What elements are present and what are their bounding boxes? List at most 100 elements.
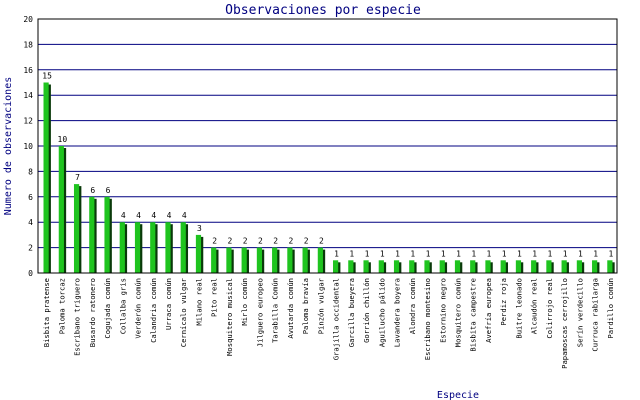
gridlines	[38, 43, 617, 249]
bar	[317, 247, 323, 273]
y-tick-labels: 0 2 4 6 8 10 12 14 16 18 20	[23, 15, 33, 278]
bar	[363, 260, 369, 273]
bar	[515, 260, 522, 273]
x-tick-labels: Bisbita pratense Paloma torcaz Escribano t…	[42, 277, 615, 369]
x-tick-label: Collalba gris	[118, 278, 127, 334]
y-tick-label: 16	[23, 66, 33, 75]
x-tick-label: Papamoscas cerrojillo	[560, 278, 569, 369]
value-label: 1	[441, 249, 446, 258]
x-tick-label: Calandria común	[149, 278, 158, 343]
x-tick-label: Mosquitero común	[453, 278, 462, 347]
value-label: 2	[228, 237, 233, 246]
value-label: 1	[426, 249, 431, 258]
bar	[409, 260, 415, 273]
value-label: 2	[319, 237, 324, 246]
bar	[73, 184, 80, 273]
x-tick-label: Bisbita campestre	[469, 278, 478, 352]
bar	[287, 247, 293, 273]
value-label: 1	[502, 249, 507, 258]
y-tick-label: 10	[23, 142, 33, 151]
x-tick-label: Cogujada común	[103, 278, 112, 339]
y-tick-label: 6	[28, 193, 33, 202]
value-labels: 15 10 7 6 6 4 4 4 4 4 3 2 2 2 2 2 2 2 2 1 1 1 1 1 1 1 1 1 1 1 1 1 1 1 1 1 1 1	[42, 72, 613, 259]
value-label: 4	[136, 211, 141, 220]
y-tick-label: 14	[23, 91, 33, 100]
value-label: 10	[58, 135, 68, 144]
bar	[180, 222, 186, 273]
value-label: 1	[608, 249, 613, 258]
value-label: 1	[365, 249, 370, 258]
bar	[302, 247, 308, 273]
bar	[333, 260, 339, 273]
bar	[104, 196, 110, 273]
x-tick-label: Buitre leonado	[514, 278, 523, 339]
x-tick-label: Urraca común	[164, 278, 173, 330]
bar	[150, 222, 156, 273]
value-label: 2	[243, 237, 248, 246]
y-tick-label: 18	[23, 40, 33, 49]
x-tick-label: Alondra común	[408, 278, 417, 334]
x-tick-label: Pinzón vulgar	[316, 277, 325, 334]
y-tick-label: 8	[28, 167, 33, 176]
x-tick-label: Pardillo común	[606, 278, 615, 339]
bars	[43, 82, 615, 273]
bar	[531, 260, 537, 273]
x-tick-label: Estornino negro	[438, 278, 447, 343]
bar	[195, 234, 202, 273]
bar	[241, 247, 247, 273]
x-tick-label: Jilguero europeo	[255, 278, 264, 347]
value-label: 4	[151, 211, 156, 220]
value-label: 7	[75, 173, 80, 182]
y-tick-label: 4	[28, 218, 33, 227]
value-label: 1	[578, 249, 583, 258]
bar	[393, 260, 400, 273]
bar	[226, 247, 232, 273]
y-tick-label: 20	[23, 15, 33, 24]
bar	[576, 260, 582, 273]
x-tick-label: Milano real	[194, 278, 203, 326]
x-tick-label: Garcilla bueyera	[347, 278, 356, 347]
x-tick-label: Paloma torcaz	[57, 278, 66, 334]
bar	[470, 260, 476, 273]
value-label: 6	[90, 186, 95, 195]
value-label: 1	[456, 249, 461, 258]
value-label: 2	[212, 237, 217, 246]
x-tick-label: Aguilucho pálido	[377, 278, 386, 347]
bar	[439, 260, 445, 273]
x-tick-label: Alcaudón real	[530, 278, 539, 334]
value-label: 1	[532, 249, 537, 258]
value-label: 1	[410, 249, 415, 258]
x-tick-label: Paloma bravía	[301, 278, 310, 334]
x-tick-label: Mirlo común	[240, 278, 249, 326]
value-label: 1	[593, 249, 598, 258]
x-tick-label: Escribano montesino	[423, 278, 432, 360]
value-label: 1	[471, 249, 476, 258]
bar	[58, 146, 64, 273]
x-tick-label: Busardo ratonero	[88, 278, 97, 347]
x-tick-label: Lavandera boyera	[393, 278, 402, 347]
value-label: 15	[42, 72, 52, 81]
bar	[454, 260, 461, 273]
y-tick-label: 12	[23, 117, 33, 126]
bar	[500, 260, 506, 273]
value-label: 1	[563, 249, 568, 258]
y-tick-label: 2	[28, 244, 33, 253]
chart-title: Observaciones por especie	[225, 3, 421, 18]
bar	[272, 247, 278, 273]
x-tick-label: Grajilla occidental	[332, 278, 341, 360]
value-label: 1	[487, 249, 492, 258]
bar	[378, 260, 384, 273]
value-label: 1	[380, 249, 385, 258]
value-label: 1	[395, 249, 400, 258]
bar	[561, 260, 567, 273]
x-tick-label: Tarabilla Común	[271, 278, 280, 343]
value-label: 6	[106, 186, 111, 195]
value-label: 1	[334, 249, 339, 258]
bar	[134, 222, 141, 273]
bar	[607, 260, 613, 273]
x-tick-label: Colirrojo real	[545, 278, 554, 339]
value-label: 2	[273, 237, 278, 246]
x-tick-label: Serín verdecillo	[575, 278, 584, 347]
value-label: 2	[258, 237, 263, 246]
